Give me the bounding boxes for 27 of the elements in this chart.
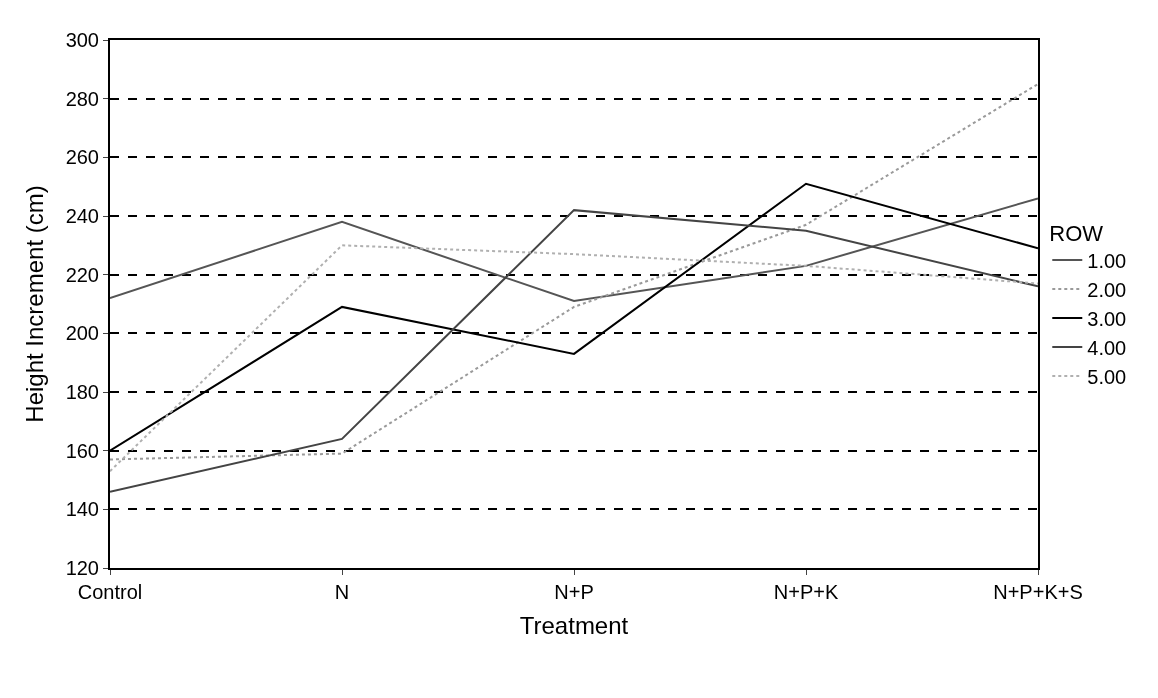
- legend-label: 5.00: [1087, 365, 1127, 388]
- legend-label: 1.00: [1087, 249, 1127, 272]
- x-tick-label: N+P: [554, 581, 594, 603]
- x-axis-title: Treatment: [519, 611, 629, 639]
- line-series: [110, 197, 1038, 303]
- y-tick-label: 180: [65, 381, 99, 403]
- y-tick-label: 300: [65, 29, 99, 51]
- legend-title: ROW: [1049, 220, 1104, 246]
- x-tick-label: N: [334, 581, 350, 603]
- x-tick-label: N+P+K: [773, 581, 839, 603]
- line-series: [110, 244, 1038, 473]
- y-tick-label: 280: [65, 87, 99, 110]
- legend-label: 3.00: [1087, 307, 1127, 330]
- line-series: [110, 83, 1038, 461]
- x-tick-label: N+P+K+S: [993, 581, 1083, 603]
- x-tick-label: Control: [77, 581, 143, 603]
- legend-label: 2.00: [1087, 278, 1127, 301]
- y-tick-label: 120: [65, 557, 99, 579]
- y-tick-label: 240: [65, 205, 99, 227]
- y-tick-label: 160: [65, 439, 99, 462]
- legend-label: 4.00: [1087, 336, 1127, 359]
- y-tick-label: 260: [65, 146, 99, 169]
- line-series: [110, 209, 1038, 493]
- y-axis-title: Height Increment (cm): [21, 185, 49, 423]
- y-tick-label: 140: [65, 498, 99, 521]
- y-tick-label: 220: [65, 263, 99, 286]
- y-tick-label: 200: [65, 322, 99, 345]
